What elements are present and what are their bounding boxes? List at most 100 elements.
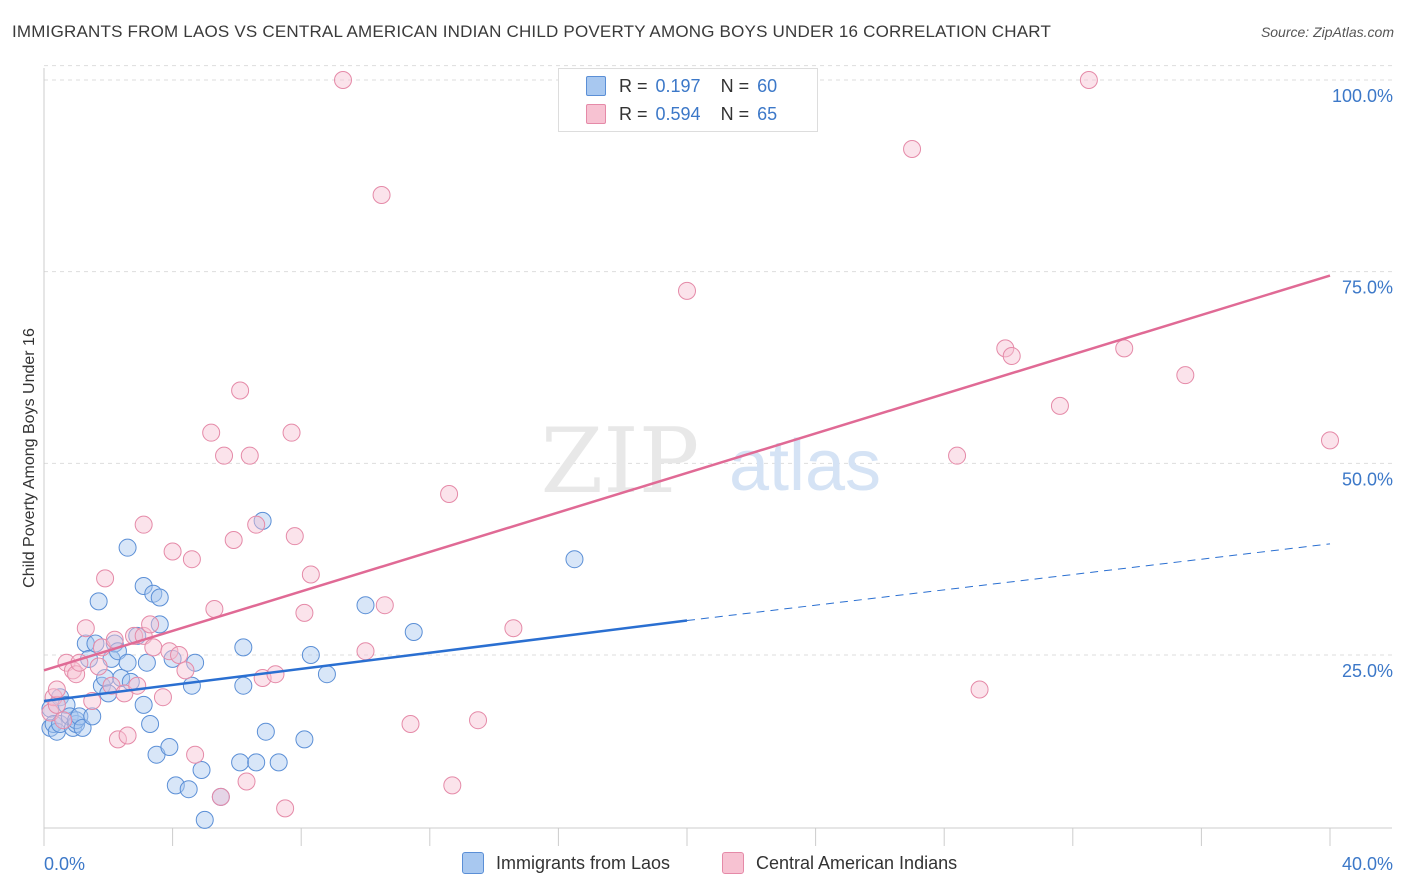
laos-point	[179, 780, 198, 799]
y-tick-label: 100.0%	[1332, 86, 1393, 106]
cai-point	[1002, 347, 1021, 366]
y-tick-label: 25.0%	[1342, 661, 1393, 681]
y-tick-label: 50.0%	[1342, 469, 1393, 489]
cai-point	[276, 799, 295, 818]
cai-point	[231, 381, 250, 400]
cai-point	[282, 423, 301, 442]
cai-point	[1176, 366, 1195, 385]
series-legend: Immigrants from Laos Central American In…	[0, 852, 1406, 876]
x-tick-max: 40.0%	[1342, 854, 1393, 874]
legend-item-laos[interactable]: Immigrants from Laos	[462, 852, 670, 874]
cai-point	[375, 596, 394, 615]
cai-point	[89, 657, 108, 676]
laos-point	[112, 669, 131, 688]
trend-line-laos-extension	[686, 543, 1331, 622]
cai-point	[504, 619, 523, 638]
cai-point	[128, 676, 147, 695]
trend-line-cai	[43, 274, 1331, 672]
laos-point	[404, 623, 423, 642]
legend-swatch-laos	[462, 852, 484, 874]
watermark-zip: ZIP	[541, 409, 700, 514]
cai-point	[1050, 396, 1069, 415]
legend-swatch-cai	[722, 852, 744, 874]
laos-point	[83, 707, 102, 726]
legend-row-laos: R = 0.197 N = 60	[586, 75, 778, 97]
cai-point	[211, 787, 230, 806]
cai-point	[903, 140, 922, 159]
cai-point	[186, 745, 205, 764]
chart-title: IMMIGRANTS FROM LAOS VS CENTRAL AMERICAN…	[12, 22, 1052, 41]
cai-point	[141, 615, 160, 634]
laos-point	[231, 753, 250, 772]
laos-point	[256, 722, 275, 741]
cai-point	[76, 619, 95, 638]
cai-point	[266, 665, 285, 684]
laos-point	[141, 715, 160, 734]
correlation-legend: R = 0.197 N = 60 R = 0.594 N = 65	[558, 68, 818, 132]
cai-point	[443, 776, 462, 795]
grid-lines	[44, 65, 1392, 656]
cai-point	[47, 680, 66, 699]
cai-point	[108, 730, 127, 749]
cai-point	[970, 680, 989, 699]
legend-n-value: 65	[757, 103, 778, 124]
laos-point	[195, 810, 214, 829]
legend-label-laos: Immigrants from Laos	[496, 852, 671, 873]
laos-point	[182, 676, 201, 695]
cai-point	[202, 423, 221, 442]
x-tick-min: 0.0%	[44, 854, 85, 874]
legend-swatch-cai	[586, 104, 606, 124]
cai-point	[215, 446, 234, 465]
legend-n-value: 60	[757, 75, 778, 96]
legend-swatch-laos	[586, 76, 606, 96]
laos-point	[137, 653, 156, 672]
laos-point	[134, 695, 153, 714]
laos-point	[295, 730, 314, 749]
cai-point	[372, 186, 391, 205]
y-tick-label: 75.0%	[1342, 278, 1393, 298]
cai-point	[144, 638, 163, 657]
laos-point	[160, 738, 179, 757]
cai-point	[96, 569, 115, 588]
cai-point	[948, 446, 967, 465]
laos-point	[73, 718, 92, 737]
laos-point	[356, 596, 375, 615]
laos-point	[269, 753, 288, 772]
laos-point	[186, 653, 205, 672]
cai-point	[240, 446, 259, 465]
cai-point	[285, 527, 304, 546]
cai-point	[469, 711, 488, 730]
laos-point	[150, 588, 169, 607]
cai-point	[134, 515, 153, 534]
cai-point	[160, 642, 179, 661]
cai-point	[182, 550, 201, 569]
laos-point	[134, 577, 153, 596]
cai-point	[356, 642, 375, 661]
cai-point	[170, 646, 189, 665]
legend-n-label: N =	[720, 103, 750, 124]
laos-point	[118, 538, 137, 557]
legend-n-label: N =	[720, 75, 750, 96]
cai-point	[440, 485, 459, 504]
cai-point	[224, 531, 243, 550]
legend-item-cai[interactable]: Central American Indians	[722, 852, 957, 874]
cai-point	[401, 715, 420, 734]
laos-point	[317, 665, 336, 684]
watermark-atlas: atlas	[729, 426, 881, 506]
cai-point	[163, 542, 182, 561]
cai-point	[333, 71, 352, 89]
cai-point	[1079, 71, 1098, 89]
laos-point	[89, 592, 108, 611]
x-tick-labels: 0.0% 40.0%	[44, 854, 1393, 874]
legend-r-label: R =	[619, 103, 648, 124]
watermark: ZIP atlas	[541, 409, 881, 514]
laos-point	[118, 653, 137, 672]
laos-point	[150, 615, 169, 634]
axes	[43, 68, 1392, 846]
laos-point	[565, 550, 584, 569]
laos-point	[192, 761, 211, 780]
laos-point	[96, 669, 115, 688]
laos-point	[247, 753, 266, 772]
legend-r-value: 0.594	[655, 103, 701, 124]
source-label: Source: ZipAtlas.com	[1260, 24, 1394, 40]
